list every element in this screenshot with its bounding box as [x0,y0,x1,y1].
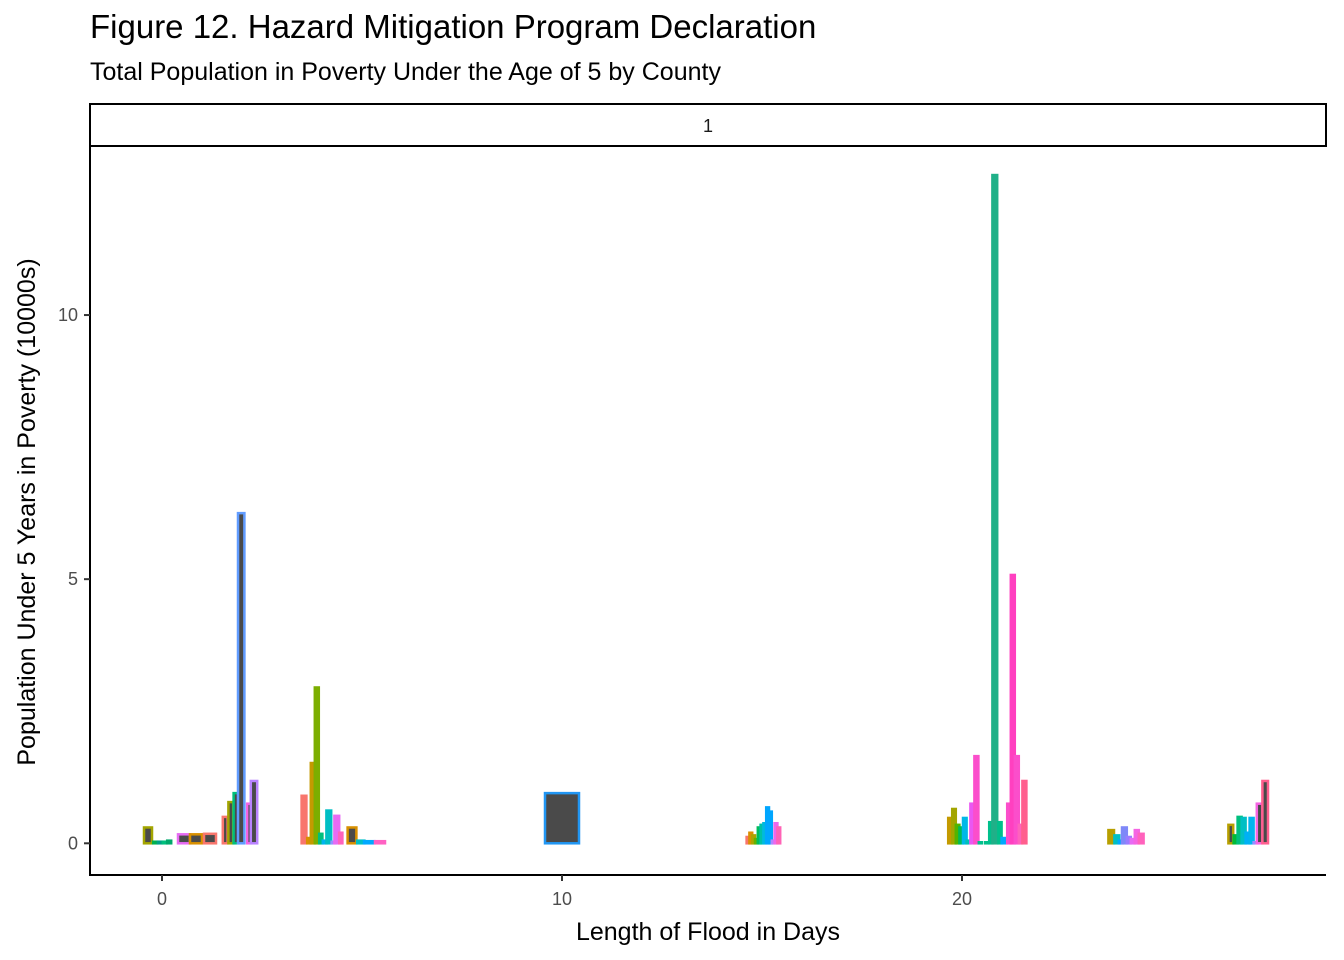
bar-13 [249,779,259,845]
bar-5 [176,833,192,845]
bar-8 [221,815,229,845]
facet-strip-label: 1 [703,116,713,136]
bar-7 [202,832,218,845]
bar-14 [300,794,308,845]
chart-title: Figure 12. Hazard Mitigation Program Dec… [90,8,817,45]
bar-28 [543,791,581,845]
bar-22 [333,814,341,845]
x-tick-label-0: 0 [157,889,167,909]
bar-11 [236,511,246,845]
bar-0 [142,826,154,845]
bar-45 [961,816,968,845]
bar-59 [1021,779,1028,845]
bar-63 [1120,826,1129,845]
bar-73 [1248,816,1255,845]
x-axis-title: Length of Flood in Days [576,918,840,946]
bar-48 [973,754,980,845]
bar-71 [1240,816,1247,845]
bar-26 [362,839,376,845]
bar-18 [317,832,324,845]
bar-24 [346,826,358,845]
y-axis-title: Population Under 5 Years in Poverty (100… [13,258,41,765]
bar-6 [188,833,204,845]
bars-group [142,173,1270,845]
bar-57 [1013,754,1021,845]
x-tick-label-20: 20 [952,889,972,909]
bar-2 [156,840,164,845]
bar-52 [991,173,999,845]
x-ticks-group: 0 10 20 [157,875,972,909]
bar-50 [983,841,990,845]
chart-subtitle: Total Population in Poverty Under the Ag… [90,58,721,86]
y-tick-label-5: 5 [68,569,78,589]
bar-67 [1137,832,1145,845]
bar-56 [1009,573,1017,845]
bar-1 [151,840,159,845]
bar-4 [165,839,173,845]
x-tick-label-10: 10 [552,889,572,909]
bar-17 [313,686,321,845]
y-tick-label-10: 10 [58,305,78,325]
bar-23 [337,831,344,845]
bar-54 [1000,836,1008,845]
bar-53 [997,820,1003,845]
bar-61 [1113,834,1121,845]
y-tick-label-0: 0 [68,833,78,853]
bar-68 [1227,823,1235,845]
bar-49 [977,841,984,845]
bar-40 [776,826,782,845]
y-ticks-group: 0 5 10 [58,305,90,853]
bar-76 [1261,779,1270,845]
bar-27 [373,839,387,845]
bar-20 [325,809,333,845]
facet-strip [89,103,1327,147]
bar-37 [767,810,774,845]
